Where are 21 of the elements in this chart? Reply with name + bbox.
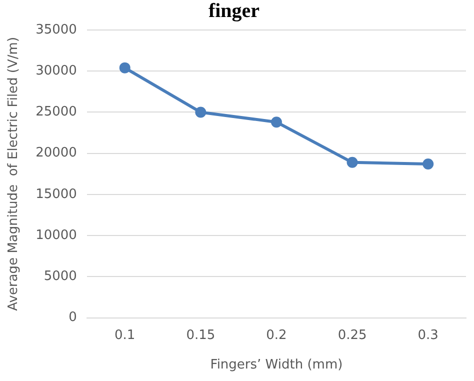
point [422,158,434,170]
point [270,116,282,128]
x-tick-label: 0.25 [338,328,367,343]
y-axis-title: Average Magnitude of Electric Filed (V/m) [6,36,22,311]
x-tick-label: 0.2 [266,328,287,343]
point [346,156,358,168]
chart-title: finger [208,0,260,22]
y-tick-label: 5000 [44,269,77,284]
x-tick-label: 0.15 [186,328,216,343]
x-tick-label: 0.3 [418,328,438,343]
point [119,62,130,74]
y-tick-label: 15000 [36,186,77,202]
y-tick-label: 10000 [36,228,77,243]
y-tick-label: 35000 [36,22,77,38]
y-tick-label: 30000 [36,63,77,78]
point [195,106,206,118]
x-axis-title: Fingers’ Width (mm) [210,358,343,373]
y-tick-label: 0 [68,310,77,326]
y-tick-label: 25000 [36,104,77,120]
y-tick-label: 20000 [36,146,77,161]
x-tick-label: 0.1 [114,328,136,343]
